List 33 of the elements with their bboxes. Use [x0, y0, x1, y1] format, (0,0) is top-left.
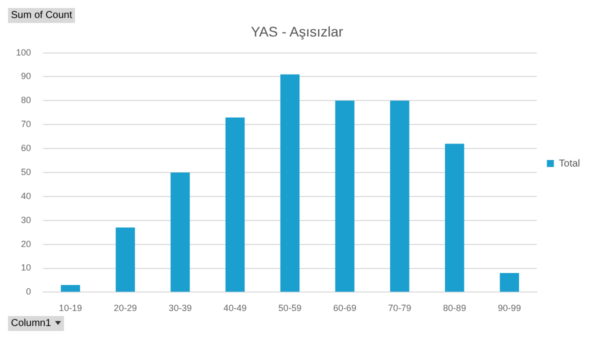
text: Sum of Count — [11, 10, 72, 21]
bar — [335, 100, 354, 292]
bar — [500, 273, 520, 292]
legend-label: Total — [558, 158, 580, 170]
x-tick-label: 90-99 — [498, 303, 521, 314]
y-tick-label: 10 — [21, 262, 32, 273]
bar — [225, 117, 245, 292]
y-tick-label: 60 — [21, 143, 32, 154]
y-tick-label: 100 — [16, 47, 32, 58]
x-tick-label: 80-89 — [443, 303, 466, 314]
bar — [390, 100, 410, 292]
x-tick-label: 20-29 — [114, 303, 137, 314]
y-tick-label: 40 — [21, 190, 32, 201]
x-tick-label: 70-79 — [388, 303, 412, 314]
y-tick-label: 50 — [21, 166, 32, 177]
x-tick-label: 50-59 — [278, 303, 302, 314]
text: Column1 — [11, 318, 52, 329]
bar — [444, 144, 464, 292]
bar — [170, 172, 190, 292]
y-tick-label: 20 — [21, 238, 32, 249]
y-tick-label: 90 — [21, 71, 32, 82]
bar — [60, 285, 80, 292]
y-tick-label: 0 — [26, 286, 32, 297]
x-tick-label: 30-39 — [168, 303, 192, 314]
bar — [116, 228, 135, 292]
y-tick-label: 80 — [21, 95, 32, 106]
x-tick-label: 10-19 — [58, 303, 82, 314]
x-tick-label: 40-49 — [224, 303, 247, 314]
x-tick-label: 60-69 — [333, 303, 356, 314]
y-tick-label: 30 — [21, 214, 32, 225]
chart-title: YAS - Aşısızlar — [250, 23, 344, 40]
y-tick-label: 70 — [21, 119, 32, 130]
bar — [280, 74, 300, 292]
